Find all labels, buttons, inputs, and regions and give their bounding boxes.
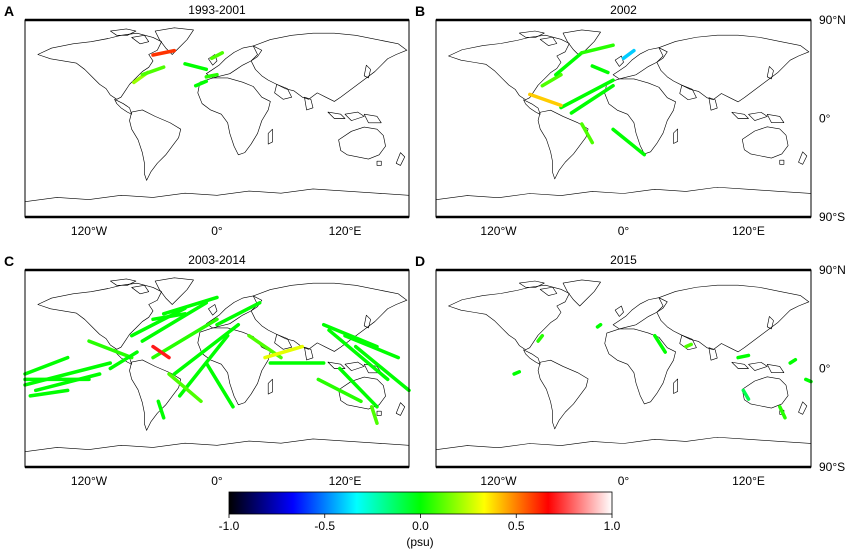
y-tick-label: 90°N [819, 13, 846, 27]
ship-track [193, 79, 209, 88]
colorbar-gradient [228, 491, 613, 515]
ship-track [684, 342, 693, 349]
ship-track [204, 361, 235, 409]
ship-track [140, 301, 209, 343]
map-frame [24, 19, 410, 218]
y-tick-label: 0° [819, 112, 831, 126]
ship-track [183, 62, 209, 72]
ship-track [778, 405, 787, 420]
ship-track [580, 122, 595, 145]
x-tick-label: 0° [211, 474, 223, 488]
ship-track [209, 51, 225, 61]
ship-track [151, 317, 219, 360]
colorbar-unit-label: (psu) [406, 535, 433, 549]
y-tick-label: 90°S [819, 460, 845, 474]
ship-track [343, 333, 401, 360]
ship-track [653, 333, 667, 354]
ship-track [321, 322, 379, 349]
ship-track [512, 370, 522, 376]
ship-track [167, 372, 203, 404]
world-map [436, 29, 811, 201]
x-tick-label: 120°W [480, 224, 517, 238]
map-frame [435, 19, 812, 218]
x-tick-label: 120°E [329, 474, 362, 488]
panel-letter: B [415, 3, 425, 19]
ship-track [353, 344, 411, 393]
ship-track [156, 399, 166, 420]
x-tick-label: 120°E [732, 474, 765, 488]
ship-track [129, 306, 187, 338]
ship-track [580, 43, 615, 55]
x-tick-label: 120°W [71, 474, 108, 488]
ship-track [151, 312, 187, 322]
ship-track [611, 127, 647, 157]
ship-track [554, 51, 584, 77]
ship-track [23, 361, 113, 387]
panel-a: A 1993-2001 120°W 0° 120°E [4, 3, 410, 238]
panel-letter: D [415, 253, 425, 269]
ship-track [316, 377, 363, 404]
colorbar-tick-label: -1.0 [219, 519, 240, 533]
ship-track [804, 377, 813, 384]
ship-track [177, 333, 230, 398]
ship-track [172, 322, 241, 376]
ship-track [161, 295, 219, 316]
colorbar-tick-label: -0.5 [314, 519, 335, 533]
x-tick-label: 0° [618, 224, 630, 238]
world-map [436, 279, 811, 451]
colorbar-tick-label: 1.0 [604, 519, 621, 533]
y-tick-label: 90°S [819, 210, 845, 224]
ship-track [590, 64, 610, 75]
ship-track [569, 83, 615, 115]
world-map [25, 277, 409, 453]
ship-track [736, 353, 751, 360]
x-tick-label: 120°E [329, 224, 362, 238]
colorbar-tick-label: 0.0 [412, 519, 429, 533]
panel-b: B 2002 120°W 0° 120°E 90°N 0° 90°S [415, 3, 846, 238]
ship-track [151, 48, 177, 57]
ship-track [140, 65, 166, 77]
panel-title: 2015 [610, 253, 637, 267]
x-tick-label: 120°E [732, 224, 765, 238]
y-tick-label: 0° [819, 362, 831, 376]
x-tick-label: 0° [211, 224, 223, 238]
colorbar-tick-label: 0.5 [508, 519, 525, 533]
ship-track [204, 72, 219, 79]
ship-track [87, 339, 134, 360]
ship-track [108, 350, 139, 371]
panel-c: C 2003-2014 120°W 0° 120°E [4, 253, 411, 488]
ship-track [528, 92, 563, 108]
map-frame [435, 269, 812, 468]
ship-track [559, 78, 615, 110]
panel-title: 1993-2001 [188, 3, 246, 17]
ship-track [151, 344, 171, 360]
ship-track [595, 322, 603, 329]
ship-track [536, 333, 545, 343]
ship-track [28, 388, 70, 398]
x-tick-label: 120°W [71, 224, 108, 238]
ship-track [337, 366, 379, 409]
panel-letter: C [4, 253, 14, 269]
x-tick-label: 120°W [480, 474, 517, 488]
ship-track [621, 48, 636, 61]
colorbar: -1.0 -0.5 0.0 0.5 1.0 (psu) [219, 491, 621, 549]
panel-title: 2002 [610, 3, 637, 17]
panel-title: 2003-2014 [188, 253, 246, 267]
ship-track [23, 355, 70, 376]
ship-track [369, 405, 379, 425]
ship-track [215, 301, 262, 327]
ship-track [327, 328, 390, 382]
panel-d: D 2015 120°W 0° 120°E 90°N 0° 90°S [415, 253, 846, 488]
panel-letter: A [4, 3, 14, 19]
y-tick-label: 90°N [819, 263, 846, 277]
x-tick-label: 0° [618, 474, 630, 488]
ship-track [540, 72, 563, 88]
ship-track [788, 357, 798, 365]
ship-track [33, 372, 102, 393]
ship-track [741, 388, 751, 401]
ship-track [263, 344, 305, 360]
